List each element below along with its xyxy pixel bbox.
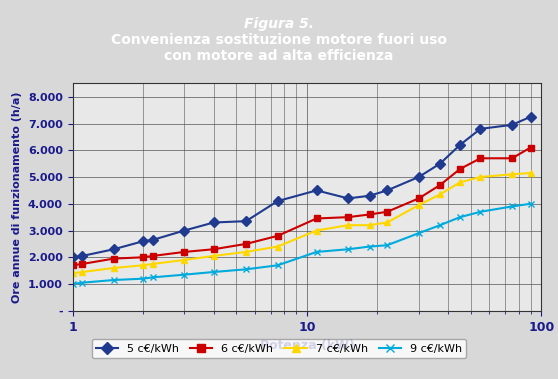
5 c€/kWh: [366, 193, 373, 198]
5 c€/kWh: [150, 238, 156, 242]
7 c€/kWh: [384, 220, 391, 225]
9 c€/kWh: [456, 215, 463, 219]
Legend: 5 c€/kWh, 6 c€/kWh, 7 c€/kWh, 9 c€/kWh: 5 c€/kWh, 6 c€/kWh, 7 c€/kWh, 9 c€/kWh: [92, 339, 466, 358]
5 c€/kWh: [384, 188, 391, 193]
5 c€/kWh: [243, 219, 249, 224]
Text: Convenienza sostituzione motore fuori uso
con motore ad alta efficienza: Convenienza sostituzione motore fuori us…: [111, 33, 447, 63]
6 c€/kWh: [477, 156, 484, 161]
5 c€/kWh: [437, 161, 444, 166]
9 c€/kWh: [243, 267, 249, 272]
Line: 6 c€/kWh: 6 c€/kWh: [69, 144, 534, 269]
7 c€/kWh: [275, 244, 281, 249]
6 c€/kWh: [79, 262, 85, 266]
9 c€/kWh: [477, 210, 484, 214]
5 c€/kWh: [181, 228, 187, 233]
6 c€/kWh: [366, 212, 373, 217]
Line: 5 c€/kWh: 5 c€/kWh: [69, 113, 534, 261]
6 c€/kWh: [181, 250, 187, 254]
7 c€/kWh: [527, 171, 534, 175]
7 c€/kWh: [79, 270, 85, 274]
5 c€/kWh: [477, 127, 484, 131]
9 c€/kWh: [437, 223, 444, 227]
6 c€/kWh: [210, 247, 217, 252]
6 c€/kWh: [110, 256, 117, 261]
7 c€/kWh: [345, 223, 352, 227]
5 c€/kWh: [210, 220, 217, 225]
6 c€/kWh: [527, 145, 534, 150]
7 c€/kWh: [366, 223, 373, 227]
9 c€/kWh: [415, 231, 422, 235]
5 c€/kWh: [110, 247, 117, 252]
9 c€/kWh: [140, 276, 146, 281]
Line: 7 c€/kWh: 7 c€/kWh: [69, 169, 534, 277]
9 c€/kWh: [313, 250, 320, 254]
7 c€/kWh: [69, 271, 76, 276]
9 c€/kWh: [366, 244, 373, 249]
7 c€/kWh: [140, 263, 146, 268]
9 c€/kWh: [150, 275, 156, 280]
6 c€/kWh: [275, 233, 281, 238]
7 c€/kWh: [415, 203, 422, 207]
9 c€/kWh: [275, 263, 281, 268]
6 c€/kWh: [509, 156, 516, 161]
7 c€/kWh: [181, 258, 187, 262]
6 c€/kWh: [456, 167, 463, 171]
7 c€/kWh: [243, 250, 249, 254]
7 c€/kWh: [456, 180, 463, 185]
Text: Figura 5.: Figura 5.: [244, 17, 314, 31]
7 c€/kWh: [210, 254, 217, 258]
6 c€/kWh: [437, 183, 444, 187]
5 c€/kWh: [527, 114, 534, 119]
6 c€/kWh: [345, 215, 352, 219]
5 c€/kWh: [69, 255, 76, 260]
9 c€/kWh: [527, 202, 534, 206]
6 c€/kWh: [415, 196, 422, 201]
Line: 9 c€/kWh: 9 c€/kWh: [69, 200, 534, 288]
X-axis label: Potenza (kW): Potenza (kW): [259, 339, 354, 352]
5 c€/kWh: [313, 188, 320, 193]
9 c€/kWh: [210, 270, 217, 274]
7 c€/kWh: [110, 266, 117, 270]
9 c€/kWh: [110, 278, 117, 282]
9 c€/kWh: [69, 282, 76, 286]
9 c€/kWh: [181, 273, 187, 277]
5 c€/kWh: [79, 254, 85, 258]
9 c€/kWh: [79, 280, 85, 285]
5 c€/kWh: [456, 143, 463, 147]
6 c€/kWh: [384, 210, 391, 214]
9 c€/kWh: [509, 204, 516, 209]
7 c€/kWh: [313, 228, 320, 233]
7 c€/kWh: [150, 262, 156, 266]
9 c€/kWh: [384, 243, 391, 247]
6 c€/kWh: [313, 216, 320, 221]
7 c€/kWh: [509, 172, 516, 177]
6 c€/kWh: [150, 254, 156, 258]
6 c€/kWh: [69, 263, 76, 268]
5 c€/kWh: [509, 122, 516, 127]
5 c€/kWh: [415, 175, 422, 179]
6 c€/kWh: [243, 242, 249, 246]
7 c€/kWh: [437, 192, 444, 197]
6 c€/kWh: [140, 255, 146, 260]
Y-axis label: Ore annue di funzionamento (h/a): Ore annue di funzionamento (h/a): [12, 91, 22, 303]
5 c€/kWh: [345, 196, 352, 201]
9 c€/kWh: [345, 247, 352, 252]
5 c€/kWh: [275, 199, 281, 204]
7 c€/kWh: [477, 175, 484, 179]
5 c€/kWh: [140, 239, 146, 243]
